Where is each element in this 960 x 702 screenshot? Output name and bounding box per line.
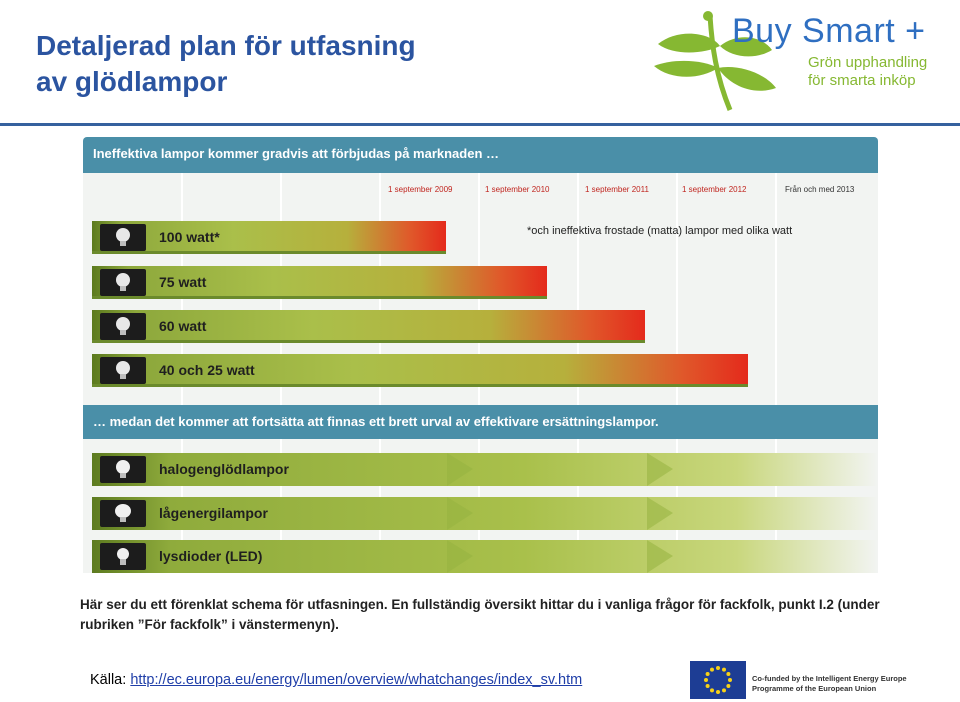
gridline — [775, 173, 777, 573]
bar-label: 40 och 25 watt — [159, 362, 255, 378]
cfl-bulb-icon — [100, 500, 146, 527]
replacement-bar-halogen: halogenglödlampor — [92, 453, 878, 486]
phase-out-bar-40-25w: 40 och 25 watt — [92, 354, 748, 387]
bulb-icon — [100, 269, 146, 296]
slide-title-line-2: av glödlampor — [36, 66, 228, 97]
slide-title-line-1: Detaljerad plan för utfasning — [36, 30, 416, 61]
source-line: Källa: http://ec.europa.eu/energy/lumen/… — [90, 672, 582, 688]
arrow-icon — [447, 453, 473, 486]
arrow-icon — [447, 497, 473, 530]
bar-label: halogenglödlampor — [159, 461, 289, 477]
arrow-icon — [647, 453, 673, 486]
source-link[interactable]: http://ec.europa.eu/energy/lumen/overvie… — [130, 672, 583, 688]
phase-out-bar-100w: 100 watt* — [92, 221, 446, 254]
buy-smart-logo: Buy Smart + Grön upphandling för smarta … — [640, 6, 950, 116]
source-label: Källa: — [90, 672, 127, 688]
bulb-icon — [100, 313, 146, 340]
arrow-icon — [647, 497, 673, 530]
replacement-bar-led: lysdioder (LED) — [92, 540, 878, 573]
figure-caption: Här ser du ett förenklat schema för utfa… — [80, 597, 880, 632]
bulb-icon — [100, 224, 146, 251]
led-bulb-icon — [100, 543, 146, 570]
halogen-bulb-icon — [100, 456, 146, 483]
slide-title: Detaljerad plan för utfasning av glödlam… — [36, 28, 416, 100]
dragonfly-logo-icon — [654, 11, 776, 111]
date-label: Från och med 2013 — [785, 185, 855, 194]
figure-middle-text: … medan det kommer att fortsätta att fin… — [93, 414, 659, 429]
title-divider — [0, 123, 960, 126]
arrow-icon — [447, 540, 473, 573]
phase-out-bar-75w: 75 watt — [92, 266, 547, 299]
date-label: 1 september 2010 — [485, 185, 550, 194]
figure-header-bar: Ineffektiva lampor kommer gradvis att fö… — [83, 137, 878, 173]
footnote: *och ineffektiva frostade (matta) lampor… — [527, 225, 793, 237]
phase-out-figure: 1 september 2009 1 september 2010 1 sept… — [80, 133, 880, 643]
eu-funding-line-2: Programme of the European Union — [752, 684, 877, 693]
date-label: 1 september 2009 — [388, 185, 453, 194]
replacement-bar-cfl: lågenergilampor — [92, 497, 878, 530]
arrow-icon — [647, 540, 673, 573]
phase-out-bar-60w: 60 watt — [92, 310, 645, 343]
logo-name: Buy Smart + — [732, 12, 926, 50]
bulb-icon — [100, 357, 146, 384]
figure-header-text: Ineffektiva lampor kommer gradvis att fö… — [93, 146, 500, 161]
eu-flag-icon — [690, 661, 746, 699]
date-label: 1 september 2012 — [682, 185, 747, 194]
bar-label: 60 watt — [159, 318, 207, 334]
logo-tagline-2: för smarta inköp — [808, 72, 916, 89]
date-label: 1 september 2011 — [585, 185, 649, 194]
bar-label: lågenergilampor — [159, 505, 268, 521]
figure-middle-bar: … medan det kommer att fortsätta att fin… — [83, 405, 878, 439]
eu-funding-line-1: Co-funded by the Intelligent Energy Euro… — [752, 674, 907, 683]
logo-tagline-1: Grön upphandling — [808, 54, 928, 71]
bar-label: 75 watt — [159, 274, 207, 290]
bar-label: lysdioder (LED) — [159, 548, 263, 564]
bar-label: 100 watt* — [159, 229, 220, 245]
